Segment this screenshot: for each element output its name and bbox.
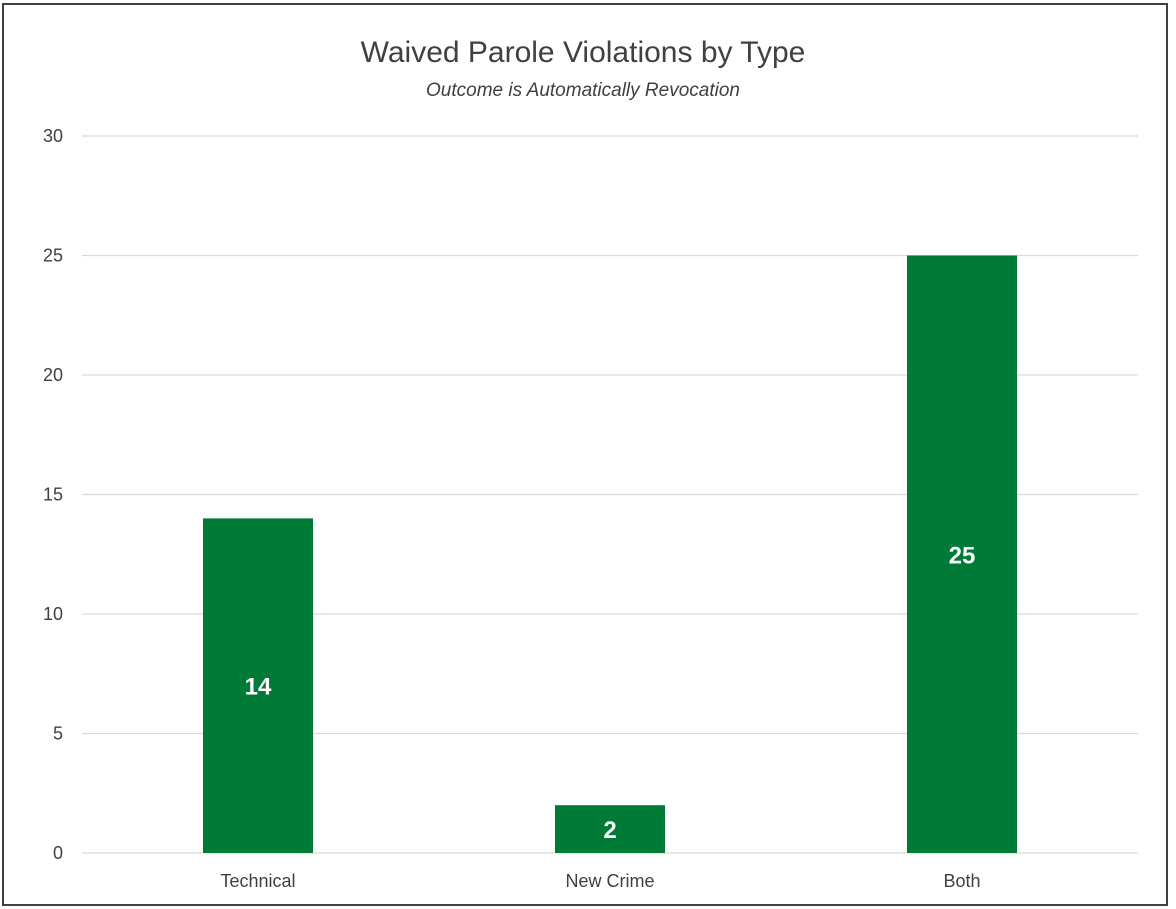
data-label: 2 [603, 817, 616, 844]
bar-technical [203, 518, 313, 853]
y-tick-label: 10 [43, 604, 63, 624]
chart-title: Waived Parole Violations by Type [361, 36, 806, 69]
x-category-label: Technical [220, 871, 295, 891]
data-label: 25 [949, 542, 976, 569]
y-tick-label: 30 [43, 126, 63, 146]
bars [203, 255, 1017, 853]
chart-subtitle: Outcome is Automatically Revocation [426, 80, 740, 101]
y-tick-label: 0 [53, 843, 63, 863]
bar-both [907, 255, 1017, 853]
y-tick-label: 5 [53, 724, 63, 744]
x-category-label: Both [943, 871, 980, 891]
y-tick-label: 20 [43, 365, 63, 385]
bar-new-crime [555, 805, 665, 853]
y-tick-label: 25 [43, 246, 63, 266]
y-tick-label: 15 [43, 485, 63, 505]
x-category-label: New Crime [565, 871, 654, 891]
y-axis-ticks: 0 5 10 15 20 25 30 [43, 126, 63, 863]
data-labels: 14 2 25 [245, 542, 976, 844]
x-axis-categories: Technical New Crime Both [220, 871, 980, 891]
data-label: 14 [245, 674, 272, 701]
